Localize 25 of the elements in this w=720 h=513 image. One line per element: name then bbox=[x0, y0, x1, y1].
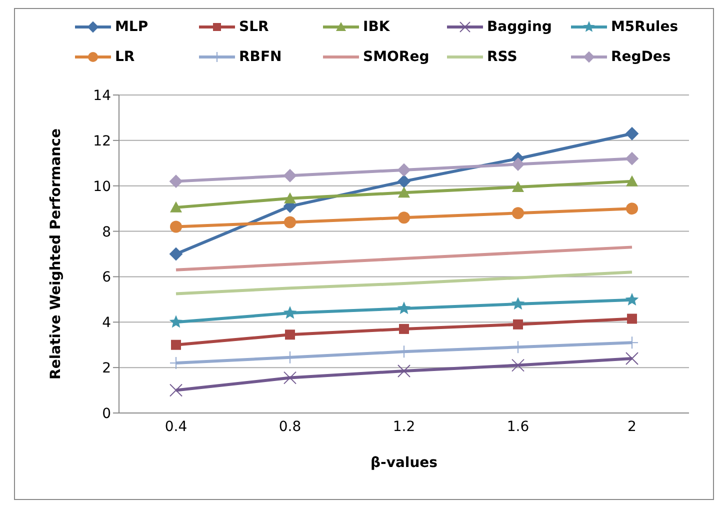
legend-label: IBK bbox=[363, 19, 390, 35]
y-axis-title: Relative Weighted Performance bbox=[48, 128, 64, 380]
legend-label: RSS bbox=[487, 49, 518, 65]
x-tick-label: 0.8 bbox=[278, 418, 302, 435]
x-tick-label: 1.6 bbox=[506, 418, 530, 435]
y-tick-label: 2 bbox=[102, 360, 111, 377]
legend-label: M5Rules bbox=[611, 19, 678, 35]
y-tick-label: 10 bbox=[93, 178, 111, 195]
legend-label: LR bbox=[115, 49, 135, 65]
legend-label: RBFN bbox=[239, 49, 282, 65]
y-tick-label: 12 bbox=[93, 133, 111, 150]
legend-label: SMOReg bbox=[363, 49, 430, 65]
x-axis-title: β-values bbox=[370, 455, 438, 471]
y-tick-label: 0 bbox=[102, 406, 111, 422]
y-tick-label: 14 bbox=[93, 88, 112, 104]
legend-label: MLP bbox=[115, 19, 148, 35]
legend-label: RegDes bbox=[611, 49, 671, 65]
x-tick-label: 0.4 bbox=[164, 418, 188, 435]
y-tick-label: 8 bbox=[102, 224, 111, 240]
y-tick-label: 6 bbox=[102, 270, 112, 286]
legend-label: SLR bbox=[239, 19, 269, 35]
x-tick-label: 1.2 bbox=[392, 418, 416, 435]
x-tick-label: 2 bbox=[628, 418, 636, 435]
legend-label: Bagging bbox=[487, 19, 552, 35]
y-tick-label: 4 bbox=[102, 315, 112, 332]
